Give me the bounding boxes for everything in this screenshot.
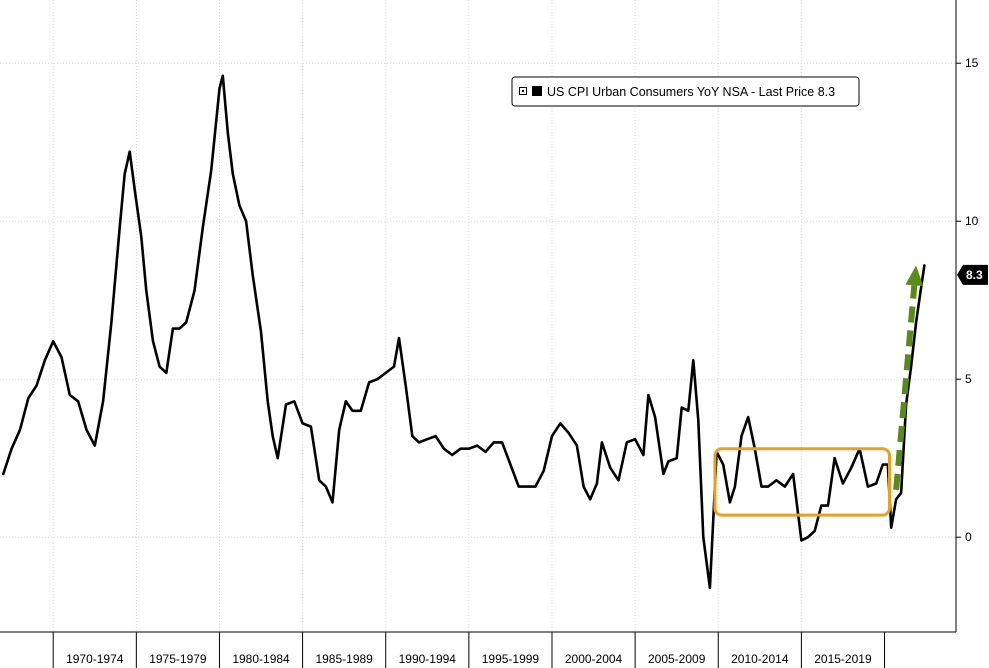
annotations-layer	[713, 265, 924, 517]
legend-box	[511, 76, 860, 107]
y-tick-label: 5	[965, 372, 972, 386]
x-period-label: 2005-2009	[648, 652, 706, 666]
x-period-label: 1995-1999	[482, 652, 540, 666]
x-period-label: 1990-1994	[399, 652, 457, 666]
x-period-label: 1985-1989	[315, 652, 373, 666]
axes	[0, 0, 961, 633]
legend-swatch	[532, 86, 542, 96]
y-tick-label: 10	[965, 214, 979, 228]
x-period-labels: 1970-1974 1975-1979 1980-1984 1985-1989 1990…	[66, 652, 872, 666]
x-period-label: 1975-1979	[149, 652, 207, 666]
period-dividers	[52, 632, 886, 668]
x-period-label: 1980-1984	[232, 652, 290, 666]
x-period-label: 2000-2004	[565, 652, 623, 666]
trend-arrow-head	[905, 265, 924, 287]
last-price-label: 8.3	[966, 268, 983, 282]
series-line-us-cpi	[1, 74, 926, 590]
x-period-label: 1970-1974	[66, 652, 124, 666]
legend-label: US CPI Urban Consumers YoY NSA - Last Pr…	[547, 85, 835, 99]
legend: US CPI Urban Consumers YoY NSA - Last Pr…	[511, 76, 860, 107]
y-tick-labels: 0 5 10 15	[965, 56, 979, 544]
last-price-badge: 8.3	[957, 264, 988, 285]
legend-expand-icon-dot	[522, 90, 524, 92]
highlight-box	[713, 447, 891, 517]
grid-lines	[0, 0, 956, 632]
trend-arrow-shaft	[893, 285, 918, 491]
last-price-badge-shape	[957, 264, 988, 285]
x-period-label: 2015-2019	[814, 652, 872, 666]
y-tick-label: 15	[965, 56, 979, 70]
x-period-label: 2010-2014	[731, 652, 789, 666]
y-tick-label: 0	[965, 530, 972, 544]
series-layer	[1, 74, 926, 590]
